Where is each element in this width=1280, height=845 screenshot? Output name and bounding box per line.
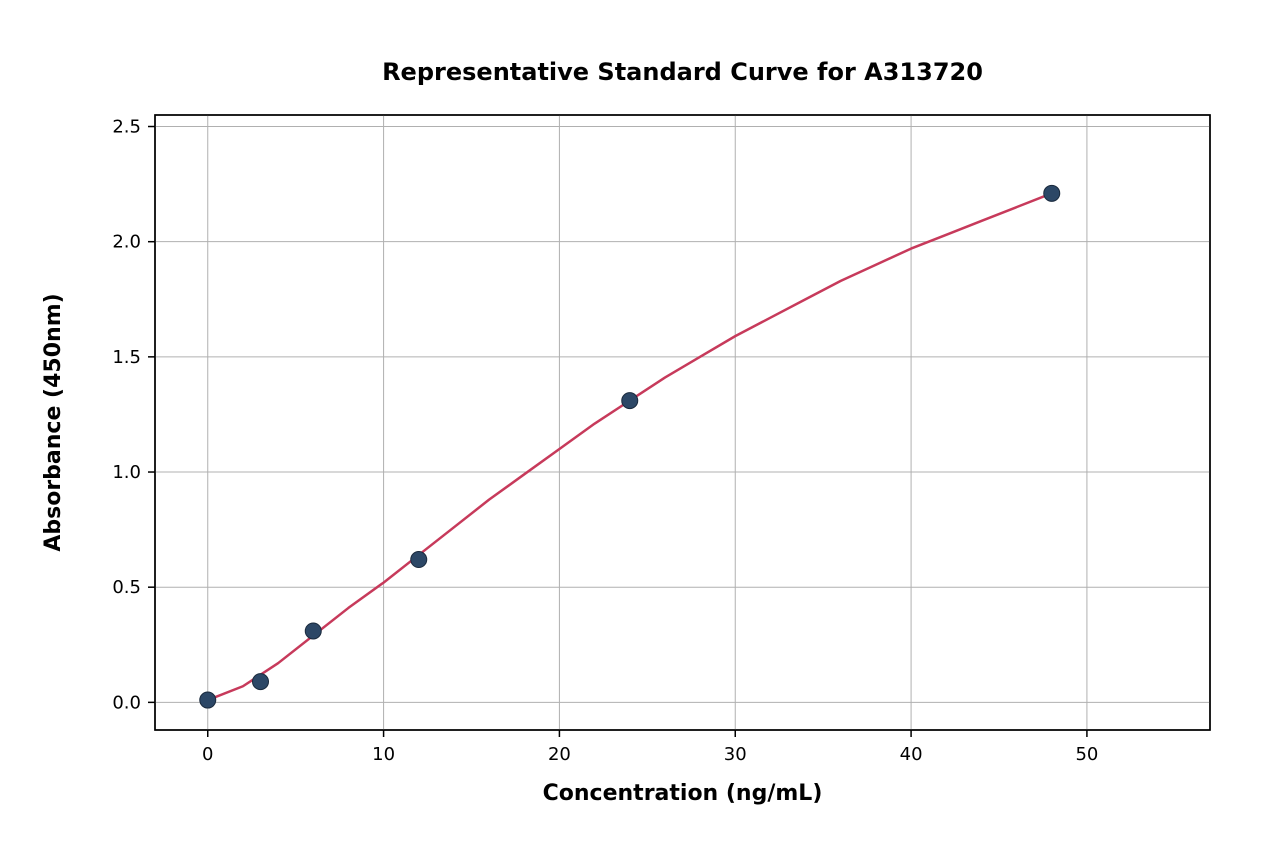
x-tick-label: 20 (548, 744, 571, 765)
x-axis-label: Concentration (ng/mL) (543, 781, 823, 806)
y-tick-label: 0.5 (112, 577, 141, 598)
data-point (305, 623, 321, 639)
data-point (253, 674, 269, 690)
y-tick-label: 1.5 (112, 347, 141, 368)
y-tick-label: 2.0 (112, 232, 141, 253)
x-tick-label: 40 (900, 744, 923, 765)
x-tick-label: 50 (1075, 744, 1098, 765)
chart-title: Representative Standard Curve for A31372… (382, 58, 983, 86)
y-tick-label: 1.0 (112, 462, 141, 483)
x-tick-label: 0 (202, 744, 213, 765)
y-tick-label: 2.5 (112, 117, 141, 138)
y-axis-label: Absorbance (450nm) (41, 293, 66, 551)
chart-svg: 0 10 20 30 40 50 0.0 0.5 1.0 1.5 2.0 2.5 Concentrati… (0, 0, 1280, 845)
data-point (411, 552, 427, 568)
chart-container: 0 10 20 30 40 50 0.0 0.5 1.0 1.5 2.0 2.5 Concentrati… (0, 0, 1280, 845)
y-tick-label: 0.0 (112, 692, 141, 713)
data-point (622, 393, 638, 409)
data-point (200, 692, 216, 708)
data-point (1044, 185, 1060, 201)
x-tick-label: 30 (724, 744, 747, 765)
x-tick-label: 10 (372, 744, 395, 765)
